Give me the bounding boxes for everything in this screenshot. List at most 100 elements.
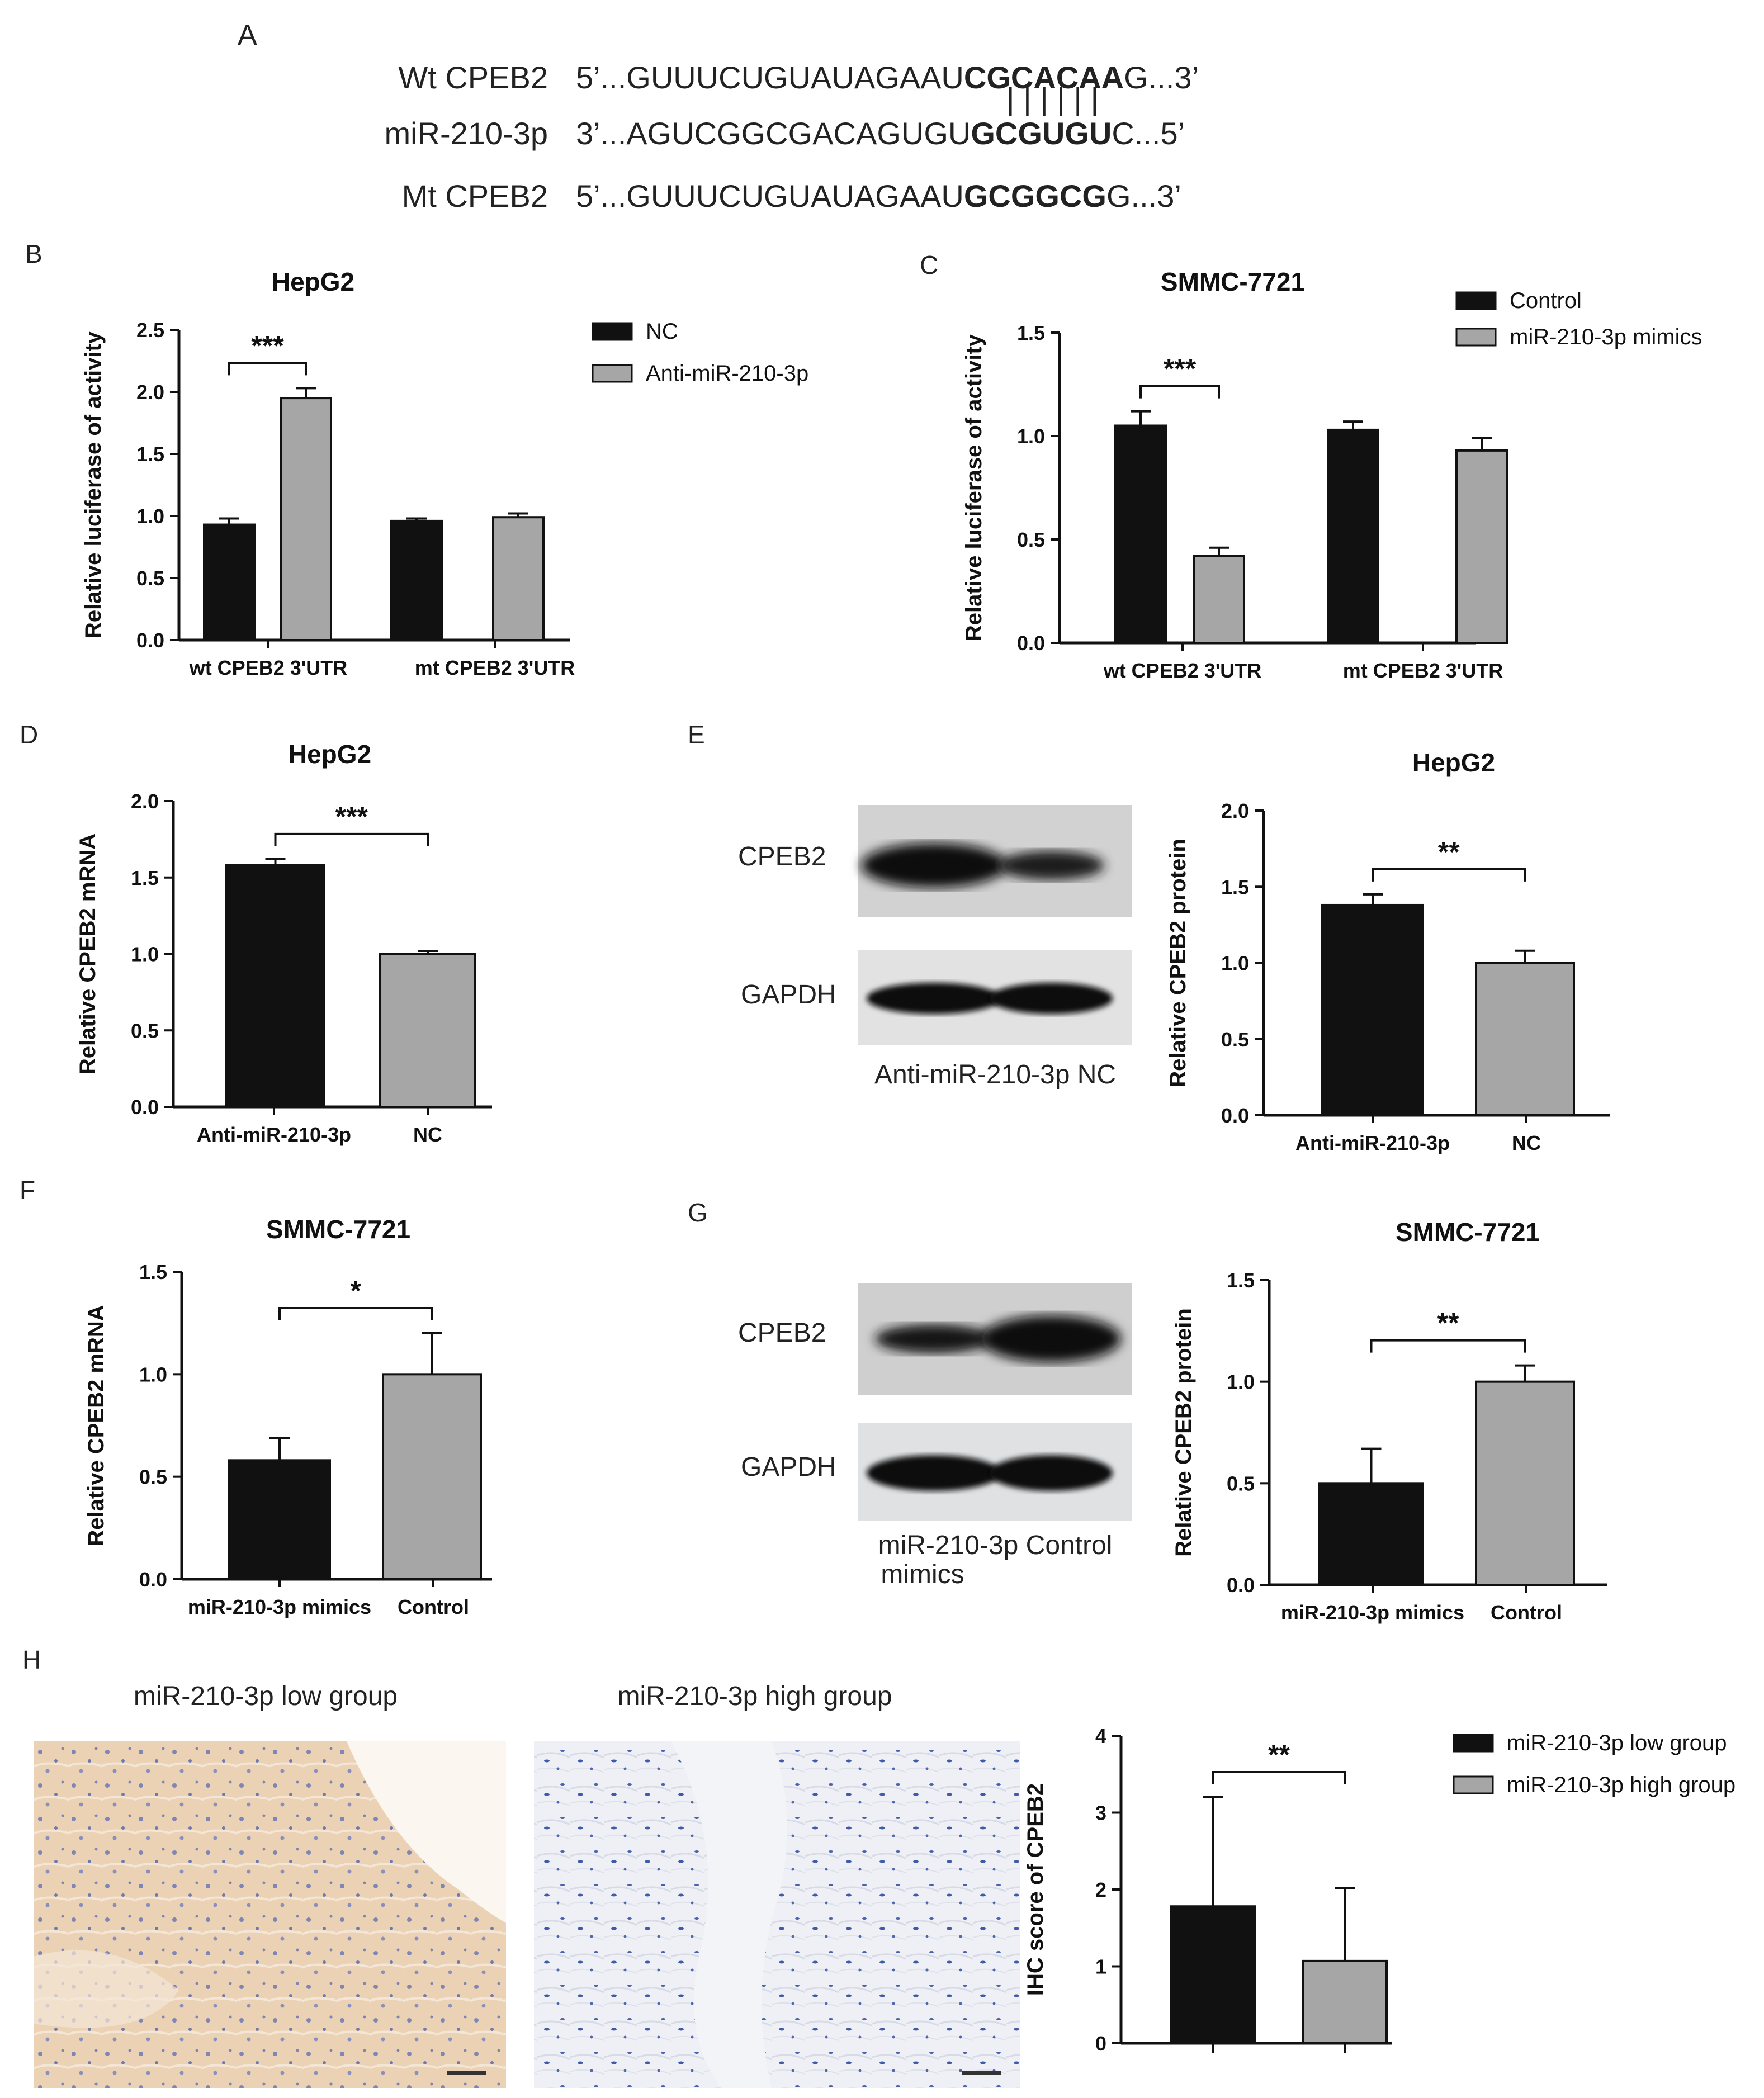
panel-letter-e: E — [688, 720, 705, 749]
y-tick-label: 1.5 — [131, 866, 159, 889]
bar — [1321, 903, 1424, 1116]
legend-label: miR-210-3p low group — [1507, 1731, 1727, 1755]
x-tick-label: Anti-miR-210-3p — [1295, 1131, 1450, 1154]
y-tick-label: 1.0 — [1017, 425, 1045, 448]
x-tick-label: miR-210-3p mimics — [1281, 1601, 1464, 1624]
y-tick-label: 1.5 — [1221, 875, 1249, 898]
legend-swatch — [592, 322, 633, 341]
panel-letter-g: G — [688, 1198, 708, 1227]
chart-title: SMMC-7721 — [266, 1215, 410, 1244]
seq-label-wt: Wt CPEB2 — [398, 60, 548, 95]
panel-h-images: H miR-210-3p low group miR-210-3p high g… — [22, 1645, 1020, 2088]
tissue-lumen — [671, 1741, 787, 2088]
panel-letter: F — [20, 1176, 35, 1205]
y-tick-label: 0.0 — [1221, 1104, 1249, 1127]
x-tick-label: Anti-miR-210-3p — [197, 1123, 351, 1146]
legend-label: miR-210-3p mimics — [1510, 325, 1702, 349]
legend-label: miR-210-3p high group — [1507, 1773, 1735, 1797]
x-tick-label: wt CPEB2 3'UTR — [1103, 659, 1262, 682]
significance-bracket — [1372, 868, 1526, 882]
legend-swatch — [1455, 291, 1497, 310]
y-axis-label: Relative CPEB2 protein — [1171, 1308, 1196, 1557]
seq-label-mir: miR-210-3p — [384, 116, 548, 151]
bar — [225, 864, 325, 1108]
legend-swatch — [1453, 1734, 1494, 1753]
bar — [1455, 449, 1508, 645]
y-tick-label: 1.0 — [139, 1363, 167, 1386]
chart-title: HepG2 — [272, 267, 354, 296]
y-tick-label: 1.5 — [1017, 321, 1045, 344]
blot-lane-caption-g-2: mimics — [881, 1560, 964, 1589]
legend-swatch — [1455, 328, 1497, 347]
panel-g-blot: G CPEB2 GAPDH miR-210-3p Control mimics — [688, 1198, 1132, 1589]
significance-bracket — [228, 362, 307, 376]
x-tick-label: Control — [398, 1595, 469, 1618]
significance-label: *** — [1164, 353, 1197, 385]
significance-label: ** — [1437, 1308, 1459, 1339]
chart-c: C SMMC-7721 0.0 0.5 1.0 1.5 Relative luciferas… — [920, 250, 1702, 682]
legend-label: Anti-miR-210-3p — [646, 361, 808, 386]
y-tick-label: 3 — [1095, 1802, 1106, 1825]
bar — [203, 523, 256, 641]
blot-lane-caption-g: miR-210-3p Control — [878, 1531, 1113, 1560]
bar — [1193, 555, 1245, 644]
bar — [492, 516, 545, 641]
bar — [1318, 1482, 1424, 1586]
bar — [379, 953, 476, 1108]
y-tick-label: 0.0 — [131, 1096, 159, 1119]
seq-wt: 5’...GUUUCUGUAUAGAAUCGCACAAG...3’ — [576, 60, 1199, 95]
y-tick-label: 0.0 — [1017, 632, 1045, 655]
y-tick-label: 2.5 — [136, 319, 164, 342]
y-tick-label: 0.5 — [1221, 1028, 1249, 1051]
y-axis-label: Relative luciferase of activity — [81, 331, 106, 638]
panel-letter: C — [920, 250, 938, 280]
bar — [382, 1373, 482, 1580]
chart-title: SMMC-7721 — [1161, 267, 1305, 296]
bar — [1327, 428, 1379, 645]
bar — [390, 519, 443, 641]
legend-label: NC — [646, 319, 678, 344]
y-tick-label: 2.0 — [136, 381, 164, 404]
chart-f: F SMMC-7721 0.0 0.5 1.0 1.5 Relative CPEB2 mRN… — [20, 1176, 492, 1618]
y-tick-label: 2.0 — [1221, 799, 1249, 822]
chart-title: SMMC-7721 — [1396, 1218, 1540, 1247]
y-tick-label: 1.0 — [136, 505, 164, 528]
bar — [1114, 424, 1167, 644]
bar — [1475, 1380, 1575, 1586]
panel-letter-a: A — [238, 19, 257, 51]
legend-swatch — [1453, 1775, 1494, 1794]
chart-e: HepG2 0.0 0.5 1.0 1.5 2.0 Relative CPEB2 prote… — [1166, 748, 1610, 1154]
y-tick-label: 1.0 — [1227, 1371, 1255, 1394]
bar — [1170, 1905, 1256, 2044]
significance-bracket — [1139, 385, 1220, 399]
y-axis-label: Relative luciferase of activity — [962, 334, 986, 641]
image-title-low: miR-210-3p low group — [134, 1682, 398, 1711]
bar — [1302, 1959, 1388, 2044]
chart-g: SMMC-7721 0.0 0.5 1.0 1.5 Relative CPEB2 prot… — [1171, 1218, 1607, 1624]
significance-label: * — [351, 1275, 362, 1306]
y-tick-label: 0.0 — [136, 629, 164, 652]
y-tick-label: 1.0 — [1221, 952, 1249, 975]
x-tick-label: mt CPEB2 3'UTR — [1343, 659, 1503, 682]
y-tick-label: 2.0 — [131, 790, 159, 813]
bar — [280, 397, 332, 641]
scale-bar-low — [447, 2071, 486, 2075]
significance-bracket — [1212, 1771, 1346, 1784]
panel-e-blot: E CPEB2 GAPDH Anti-miR-210-3p NC — [688, 720, 1132, 1090]
y-tick-label: 1.5 — [136, 443, 164, 466]
y-tick-label: 0.0 — [1227, 1574, 1255, 1597]
seq-mir: 3’...AGUCGGCGACAGUGUGCGUGUC...5’ — [576, 116, 1185, 151]
blot-band — [990, 983, 1113, 1014]
y-tick-label: 0.5 — [1017, 528, 1045, 551]
y-tick-label: 0 — [1095, 2032, 1106, 2055]
significance-label: ** — [1438, 836, 1460, 868]
y-tick-label: 0.5 — [136, 567, 164, 590]
significance-label: ** — [1268, 1739, 1290, 1770]
x-tick-label: wt CPEB2 3'UTR — [189, 656, 348, 679]
y-tick-label: 4 — [1095, 1725, 1106, 1747]
significance-label: *** — [251, 330, 284, 361]
chart-title: HepG2 — [1412, 748, 1495, 777]
y-tick-label: 1.5 — [139, 1261, 167, 1284]
x-tick-label: Control — [1491, 1601, 1562, 1624]
